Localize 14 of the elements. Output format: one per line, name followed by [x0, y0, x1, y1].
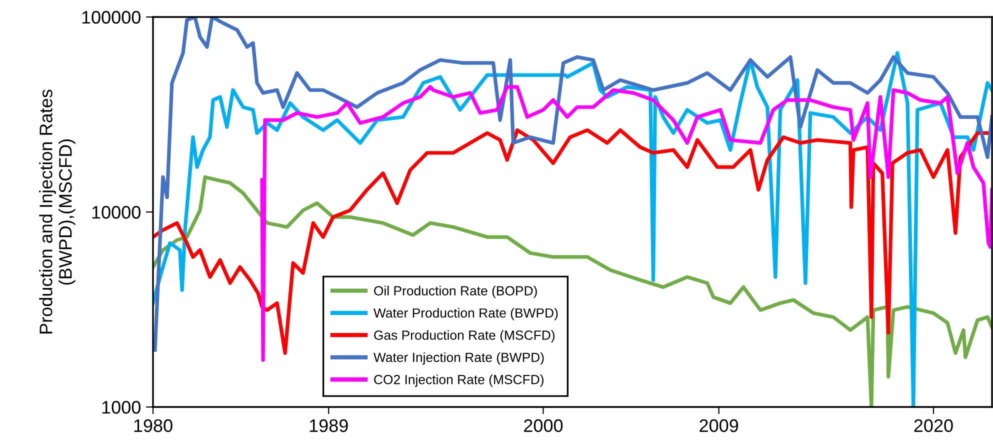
- y-tick-label: 100000: [82, 10, 140, 24]
- legend-label: Water Injection Rate (BWPD): [374, 352, 544, 365]
- x-tick-label: 2009: [700, 419, 738, 432]
- x-tick-label: 1980: [134, 419, 172, 432]
- x-tick-label: 2020: [914, 419, 953, 432]
- legend-label: Water Production Rate (BWPD): [374, 308, 558, 320]
- y-axis-title: Production and Injection Rates (BWPD),(MSCFD): [39, 90, 76, 334]
- x-tick-label: 2000: [524, 419, 563, 432]
- y-tick-label: 10000: [92, 206, 140, 219]
- legend-label: CO2 Injection Rate (MSCFD): [374, 374, 544, 387]
- legend-label: Oil Production Rate (BOPD): [374, 286, 537, 298]
- x-tick-label: 1989: [310, 419, 348, 432]
- y-tick-label: 1000: [102, 400, 140, 414]
- legend-label: Gas Production Rate (MSCFD): [374, 330, 554, 342]
